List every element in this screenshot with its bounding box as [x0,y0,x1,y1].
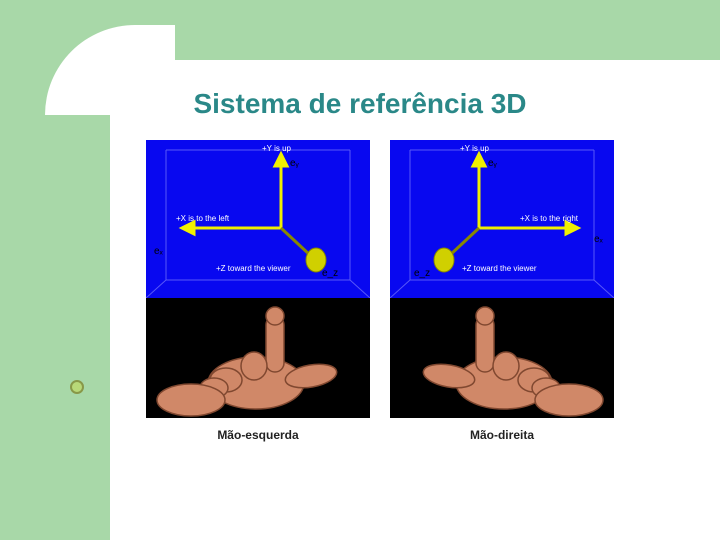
ey-label: eᵧ [290,158,299,169]
x-axis-label: +X is to the left [176,214,229,223]
ex-label: eₓ [594,234,603,245]
ez-label: e_z [322,268,338,279]
left-column: +Y is up +X is to the left +Z toward the… [146,140,370,442]
ez-label: e_z [414,268,430,279]
left-axis-diagram: +Y is up +X is to the left +Z toward the… [146,140,370,298]
y-axis-label: +Y is up [262,144,291,153]
left-hand-diagram [146,298,370,418]
right-hand-diagram [390,298,614,418]
left-caption: Mão-esquerda [146,428,370,442]
z-axis-label: +Z toward the viewer [216,264,290,273]
bullet-dot-icon [70,380,84,394]
x-axis-label: +X is to the right [520,214,578,223]
z-axis [281,228,311,256]
right-axis-diagram: +Y is up +X is to the right +Z toward th… [390,140,614,298]
ex-label: eₓ [154,246,163,257]
ey-label: eᵧ [488,158,497,169]
right-caption: Mão-direita [390,428,614,442]
left-hand-svg [146,298,370,418]
diagram-row: +Y is up +X is to the left +Z toward the… [146,140,614,442]
hand-shape [421,307,603,416]
right-hand-svg [390,298,614,418]
slide-title: Sistema de referência 3D [0,88,720,120]
z-axis-label: +Z toward the viewer [462,264,536,273]
right-column: +Y is up +X is to the right +Z toward th… [390,140,614,442]
viewer-cone-icon [434,248,454,272]
hand-shape [157,307,339,416]
z-axis [449,228,479,256]
y-axis-label: +Y is up [460,144,489,153]
